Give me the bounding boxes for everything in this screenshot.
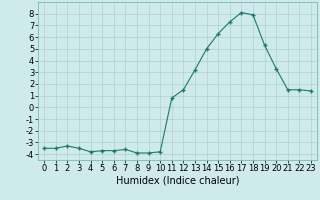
X-axis label: Humidex (Indice chaleur): Humidex (Indice chaleur) [116,176,239,186]
